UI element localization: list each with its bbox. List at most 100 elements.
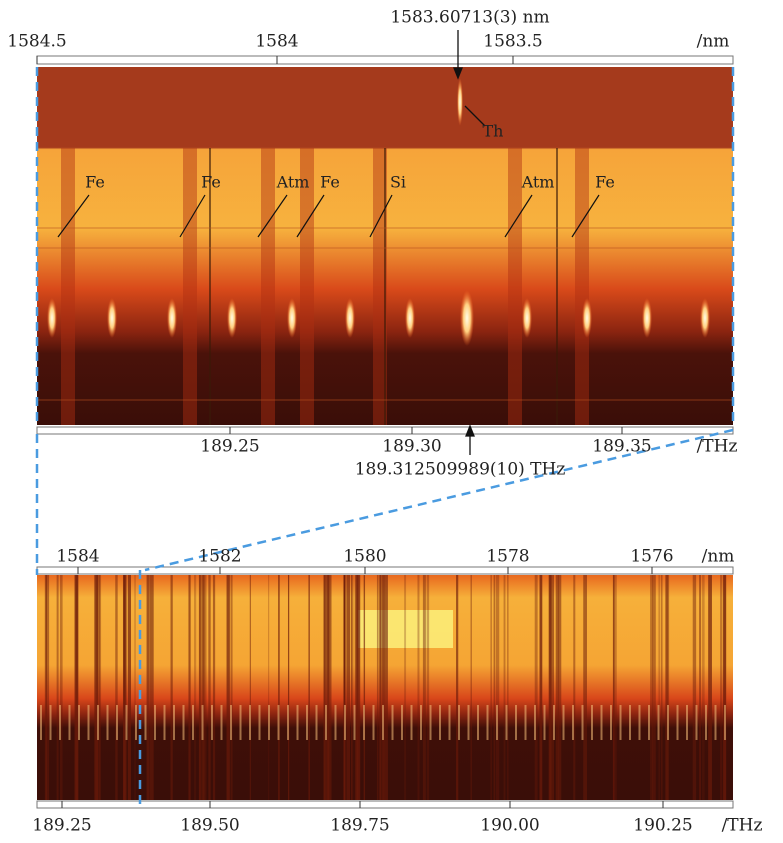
absorption-line: [346, 575, 351, 800]
comb-spot: [125, 705, 128, 740]
comb-spot: [268, 705, 270, 740]
label: 1584.5: [7, 32, 66, 52]
comb-spot: [619, 705, 622, 740]
label: Fe: [85, 173, 105, 192]
label: Atm: [276, 173, 310, 192]
absorption-line: [327, 575, 332, 800]
absorption-line: [549, 575, 552, 800]
absorption-line: [188, 575, 191, 800]
comb-spot: [116, 705, 118, 740]
absorption-line: [613, 575, 615, 800]
label: /nm: [702, 547, 735, 567]
label: 1578: [486, 547, 529, 567]
comb-spot: [429, 705, 432, 740]
comb-spot: [700, 298, 710, 338]
comb-spot: [344, 705, 346, 740]
absorption-line: [417, 575, 420, 800]
absorption-line: [613, 575, 617, 800]
comb-spot: [97, 705, 99, 740]
comb-spot: [582, 298, 592, 338]
comb-spot: [315, 705, 318, 740]
comb-spot: [106, 705, 109, 740]
comb-spot: [477, 705, 479, 740]
label: 189.25: [200, 437, 259, 457]
comb-spot: [534, 705, 536, 740]
comb-spot: [163, 705, 166, 740]
label: 1584: [255, 32, 298, 52]
comb-spot: [686, 705, 688, 740]
label: 190.00: [480, 816, 539, 836]
arrow: [464, 105, 486, 127]
absorption-line: [699, 575, 702, 800]
top-spectrum: [37, 67, 733, 425]
absorption-line: [127, 575, 131, 800]
absorption-line: [249, 575, 251, 800]
absorption-line: [507, 575, 509, 800]
comb-spot: [306, 705, 308, 740]
comb-spot: [448, 705, 451, 740]
comb-spot: [515, 705, 517, 740]
absorption-line: [351, 575, 354, 800]
comb-spot: [439, 705, 441, 740]
label: 190.25: [633, 816, 692, 836]
axis-bar: [36, 566, 734, 575]
comb-spot: [522, 298, 532, 338]
arrow: [179, 194, 206, 238]
absorption-line: [45, 575, 50, 800]
comb-spot: [524, 705, 527, 740]
absorption-line: [373, 148, 387, 425]
label: 1582: [198, 547, 241, 567]
absorption-line: [404, 575, 407, 800]
comb-spot: [676, 705, 679, 740]
comb-spot: [239, 705, 242, 740]
comb-spot: [505, 705, 508, 740]
absorption-line: [149, 575, 154, 800]
absorption-line: [287, 575, 290, 800]
reference-spot: [457, 78, 463, 126]
absorption-line: [146, 575, 150, 800]
arrow-head: [453, 67, 463, 80]
label: Fe: [320, 173, 340, 192]
absorption-line: [323, 575, 326, 800]
comb-spot: [167, 298, 177, 338]
absorption-line: [539, 575, 543, 800]
comb-spot: [667, 705, 669, 740]
absorption-line: [226, 575, 230, 800]
comb-spot: [68, 705, 71, 740]
comb-spot: [277, 705, 280, 740]
absorption-line: [658, 575, 661, 800]
absorption-line: [456, 575, 459, 800]
absorption-line: [380, 575, 383, 800]
comb-spot: [714, 705, 717, 740]
label: 189.312509989(10) THz: [355, 460, 566, 480]
absorption-line: [198, 575, 201, 800]
comb-spot: [724, 705, 726, 740]
label: Th: [483, 122, 504, 141]
comb-spot: [334, 705, 337, 740]
bright-patch: [358, 610, 453, 648]
absorption-line: [170, 575, 173, 800]
absorption-line: [44, 575, 47, 800]
absorption-line: [56, 575, 59, 800]
arrow: [57, 194, 90, 238]
absorption-line: [59, 575, 63, 800]
absorption-line: [94, 575, 98, 800]
absorption-line: [200, 575, 204, 800]
label: /nm: [697, 32, 730, 52]
absorption-line: [422, 575, 426, 800]
comb-spot: [40, 705, 42, 740]
markers: [453, 30, 486, 455]
comb-spot: [249, 705, 251, 740]
comb-spot: [382, 705, 384, 740]
comb-spot: [227, 298, 237, 338]
absorption-line: [343, 575, 346, 800]
arrow: [504, 194, 533, 238]
absorption-line: [495, 575, 500, 800]
comb-spot: [59, 705, 61, 740]
absorption-line: [230, 575, 233, 800]
comb-spot: [47, 298, 57, 338]
absorption-line: [650, 575, 653, 800]
absorption-line: [376, 575, 379, 800]
absorption-line: [384, 575, 388, 800]
label: 1580: [343, 547, 386, 567]
